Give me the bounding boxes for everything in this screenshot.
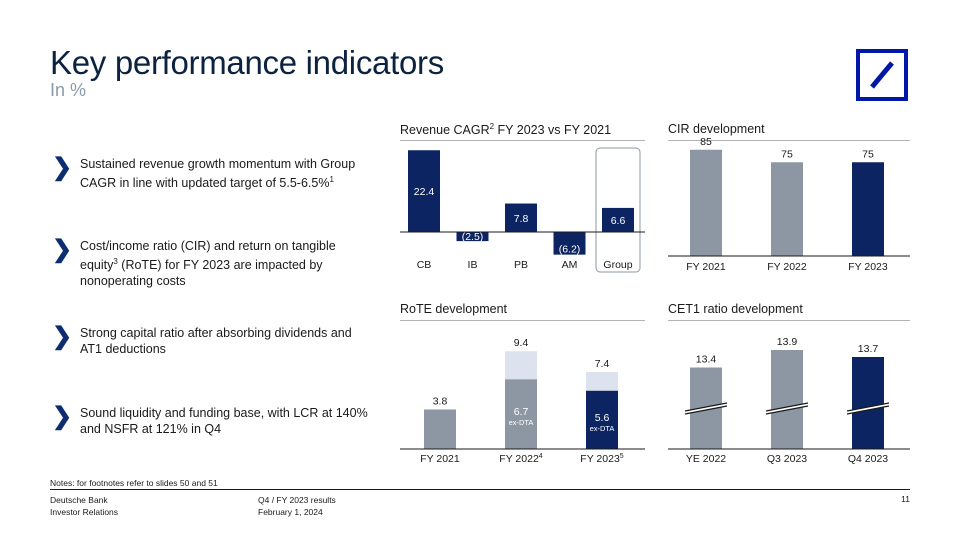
bullet-capital: ❯ Strong capital ratio after absorbing d… [52, 323, 352, 357]
bar-pb [505, 203, 537, 232]
category-label-group: Group [603, 259, 632, 271]
data-label: 85 [700, 136, 712, 148]
category-label: Q3 2023 [767, 453, 807, 465]
page-subtitle: In % [50, 80, 87, 100]
category-label: FY 2022 [767, 261, 807, 273]
chevron-right-icon: ❯ [52, 154, 73, 181]
deutsche-bank-logo [856, 49, 908, 101]
category-label: Q4 2023 [848, 453, 888, 465]
category-label: FY 2021 [420, 453, 460, 465]
bar-fy-2021 [690, 149, 722, 256]
axis-break-line [846, 405, 890, 415]
category-label: YE 2022 [686, 453, 726, 465]
data-label: 13.9 [777, 336, 798, 348]
data-label: 3.8 [433, 395, 448, 407]
page-number: 11 [901, 494, 910, 504]
data-label-am: (6.2) [559, 244, 581, 256]
rote-chart: 3.8 FY 2021 9.4 6.7 ex-DTA FY 20224 7.4 5.6 ex-D… [400, 322, 645, 472]
revenue-chart-title: Revenue CAGR2 FY 2023 vs FY 2021 [400, 122, 612, 138]
bar-q4-2023 [852, 357, 884, 449]
ex-dta-note: ex-DTA [590, 424, 615, 433]
bar-q3-2023 [771, 350, 803, 449]
bar-ex-dta [586, 390, 618, 449]
cet1-title-rule [668, 320, 910, 321]
data-label: 13.7 [858, 343, 879, 355]
axis-break-gap [766, 403, 808, 414]
bar-cb [408, 150, 440, 232]
data-label-total: 9.4 [514, 337, 529, 349]
data-label: 75 [781, 148, 793, 160]
footer-rule [50, 489, 910, 490]
category-label: FY 2021 [686, 261, 726, 273]
rote-chart-title: RoTE development [400, 302, 508, 316]
revenue-title-rule [400, 140, 645, 141]
axis-break-line [684, 402, 728, 412]
bar-ib [456, 232, 489, 242]
revenue-cagr-chart: 22.4 CB (2.5) IB 7.8 PB (6.2) AM 6.6 Group [400, 142, 650, 287]
axis-break-gap [685, 403, 727, 414]
axis-break-gap [847, 403, 889, 414]
data-label-ib: (2.5) [462, 231, 484, 243]
category-label: FY 20224 [499, 453, 543, 465]
data-label: 75 [862, 148, 874, 160]
chevron-right-icon: ❯ [52, 403, 73, 430]
bar-ex-dta [505, 379, 537, 449]
footer-document: Q4 / FY 2023 results February 1, 2024 [258, 495, 336, 517]
category-label: FY 2023 [848, 261, 888, 273]
cet1-chart-title: CET1 ratio development [668, 302, 803, 316]
chevron-right-icon: ❯ [52, 236, 73, 263]
bar-group [602, 207, 634, 232]
data-label: 13.4 [696, 354, 717, 366]
bar-fy-2023 [852, 162, 884, 256]
category-label-ib: IB [468, 259, 478, 271]
axis-break-line [765, 402, 809, 412]
axis-break-line [765, 405, 809, 415]
category-label-pb: PB [514, 259, 528, 271]
page-title: Key performance indicators [50, 44, 444, 81]
data-label-group: 6.6 [611, 215, 626, 227]
data-label-ex-dta: 5.6 [595, 412, 610, 424]
bar-am [553, 232, 586, 255]
ex-dta-note: ex-DTA [509, 418, 534, 427]
bullet-liquidity: ❯ Sound liquidity and funding base, with… [52, 403, 368, 437]
footnote-marker: 4 [539, 453, 543, 460]
footnote-text: Notes: for footnotes refer to slides 50 … [50, 478, 218, 488]
bar-total-part [505, 351, 537, 380]
rote-title-rule [400, 320, 645, 321]
category-label-am: AM [562, 259, 578, 271]
data-label-pb: 7.8 [514, 213, 529, 225]
bar-total-part [586, 372, 618, 391]
axis-break-line [846, 402, 890, 412]
category-label: FY 20235 [580, 453, 624, 465]
data-label-total: 7.4 [595, 358, 610, 370]
cir-chart-title: CIR development [668, 122, 765, 136]
cet1-chart: 13.4 YE 2022 13.9 Q3 2023 13.7 Q4 2023 [668, 322, 910, 472]
footnote-marker: 5 [620, 453, 624, 460]
bar-ex-dta [424, 409, 456, 449]
chevron-right-icon: ❯ [52, 323, 73, 350]
bar-fy-2022 [771, 162, 803, 256]
data-label-cb: 22.4 [414, 186, 435, 198]
cir-title-rule [668, 140, 910, 141]
data-label-ex-dta: 6.7 [514, 406, 529, 418]
cir-chart: 85 FY 2021 75 FY 2022 75 FY 2023 [668, 136, 910, 287]
bullet-revenue: ❯ Sustained revenue growth momentum with… [52, 154, 356, 191]
footer-org: Deutsche Bank Investor Relations [50, 495, 119, 517]
axis-break-line [684, 405, 728, 415]
category-label-cb: CB [417, 259, 432, 271]
bullet-cir-rote: ❯ Cost/income ratio (CIR) and return on … [52, 236, 336, 289]
group-highlight-box [595, 147, 641, 273]
